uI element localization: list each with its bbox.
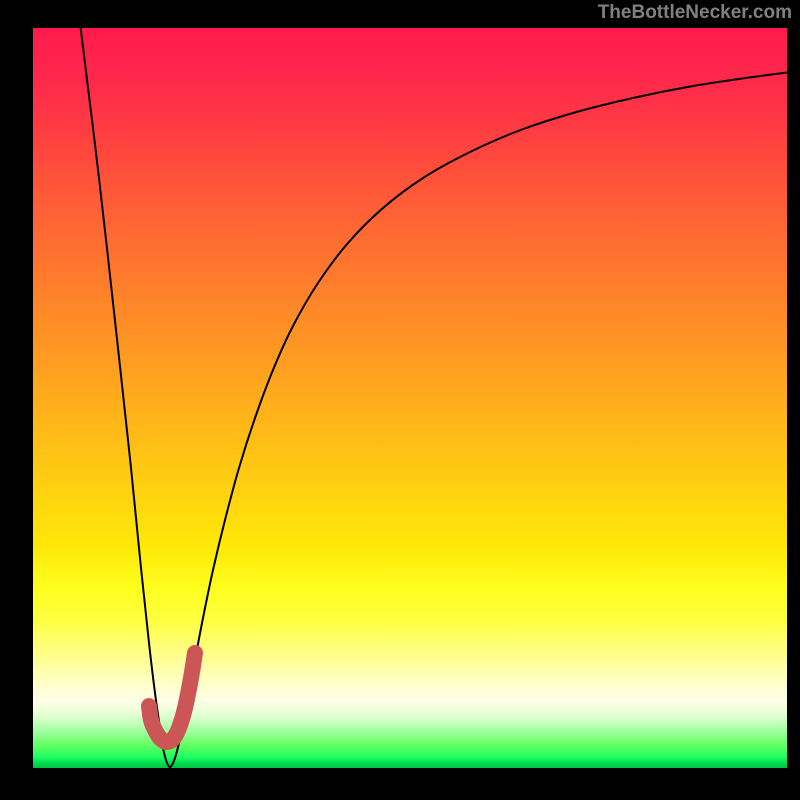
curve-svg xyxy=(33,28,787,768)
bottleneck-curve xyxy=(80,28,787,767)
chart-container: TheBottleNecker.com xyxy=(0,0,800,800)
watermark-text: TheBottleNecker.com xyxy=(598,2,792,24)
